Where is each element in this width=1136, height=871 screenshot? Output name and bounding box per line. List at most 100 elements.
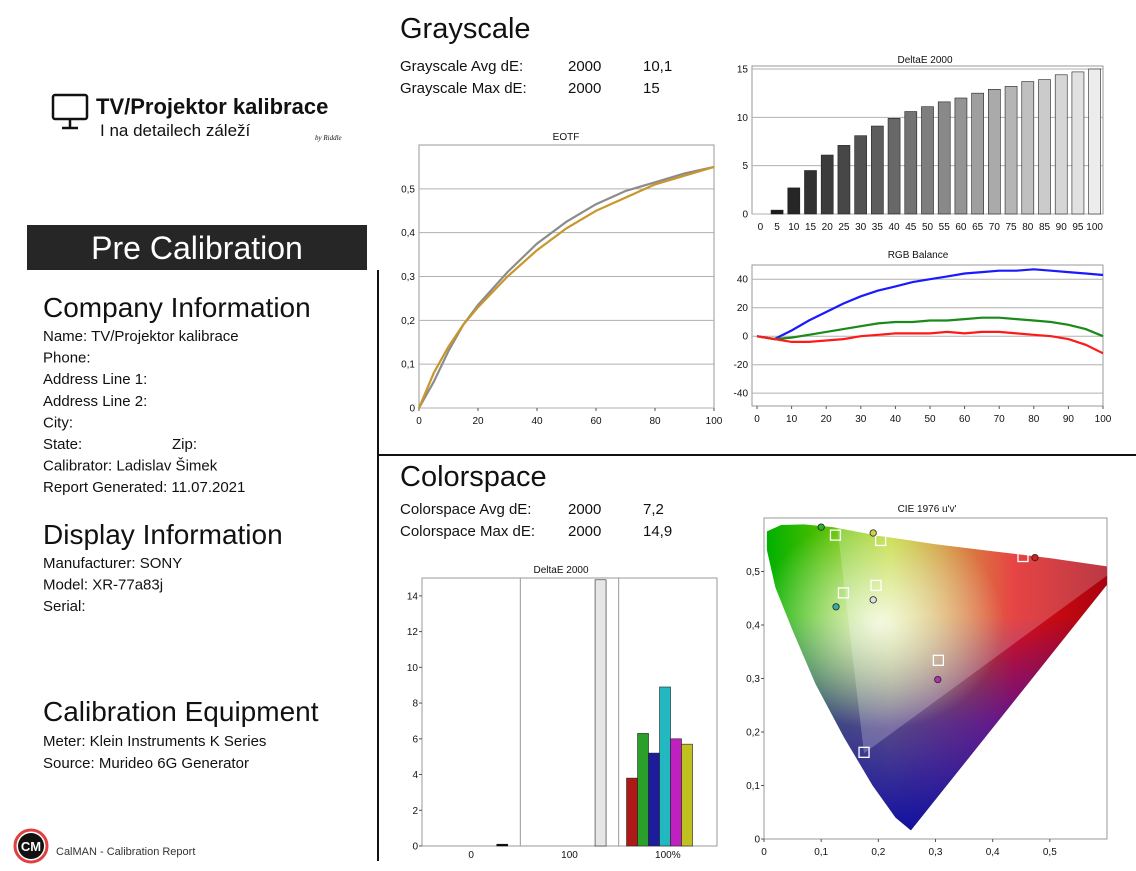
bar <box>1088 68 1101 215</box>
x-tick-label: 95 <box>1072 222 1084 233</box>
bar <box>670 738 682 847</box>
banner: Pre Calibration <box>91 230 303 266</box>
bar <box>496 843 509 847</box>
stat: 15 <box>643 80 660 97</box>
bar <box>1038 79 1051 215</box>
y-tick-label: 0,3 <box>746 674 760 685</box>
x-tick-label: 25 <box>838 222 850 233</box>
x-tick-label: 80 <box>1028 414 1040 425</box>
x-tick-label: 0 <box>761 847 767 858</box>
x-tick-label: 0 <box>754 414 760 425</box>
bar <box>804 170 817 215</box>
target-point <box>829 529 842 541</box>
target-point <box>1017 550 1029 563</box>
bar <box>681 743 693 847</box>
plot <box>419 578 693 847</box>
y-tick-label: 2 <box>412 806 418 817</box>
y-tick-label: 14 <box>407 591 419 602</box>
bar <box>594 579 607 847</box>
bar <box>988 89 1001 215</box>
bar <box>871 125 884 215</box>
measured-point <box>934 675 942 684</box>
x-tick-label: 40 <box>890 414 902 425</box>
info-line: Report Generated: 11.07.2021 <box>43 479 245 496</box>
logo-subtitle: I na detailech záleží <box>100 121 251 140</box>
banner-bg <box>27 225 367 270</box>
measured-point <box>832 603 840 611</box>
plot <box>417 165 715 411</box>
x-tick-label: 50 <box>922 222 934 233</box>
x-tick-label: 100% <box>655 850 681 861</box>
x-tick-label: 65 <box>972 222 984 233</box>
info-line: Source: Murideo 6G Generator <box>43 755 249 772</box>
x-tick-label: 15 <box>805 222 817 233</box>
x-tick-label: 75 <box>1006 222 1018 233</box>
measured-point <box>869 529 877 537</box>
badge <box>18 833 44 859</box>
y-tick-label: 0,1 <box>401 360 415 371</box>
x-tick-label: 0,1 <box>814 847 828 858</box>
bar <box>626 777 638 847</box>
stat: 7,2 <box>643 501 664 518</box>
series-line <box>756 330 1104 355</box>
y-tick-label: -40 <box>734 389 749 400</box>
badge-ring <box>13 828 49 864</box>
info-line: State: <box>43 436 82 453</box>
logo: TV/Projektor kalibrace I na detailech zá… <box>51 93 342 142</box>
x-tick-label: 0,2 <box>871 847 885 858</box>
bar <box>1021 81 1035 215</box>
chart-title: DeltaE 2000 <box>897 55 952 66</box>
info-line: Manufacturer: SONY <box>43 555 182 572</box>
bar <box>820 154 834 215</box>
plot <box>761 523 1107 842</box>
bar <box>1071 71 1085 215</box>
badge-text: CM <box>21 839 41 854</box>
y-tick-label: 0 <box>742 210 748 221</box>
section-heading: Calibration Equipment <box>43 696 319 727</box>
info-line: Zip: <box>172 436 197 453</box>
info-line: Address Line 2: <box>43 393 147 410</box>
x-tick-label: 0 <box>468 850 474 861</box>
x-tick-label: 5 <box>774 222 780 233</box>
x-tick-label: 60 <box>590 416 602 427</box>
y-tick-label: 6 <box>412 734 418 745</box>
chart-title: EOTF <box>553 132 580 143</box>
bar <box>921 106 934 215</box>
stat: 2000 <box>568 80 601 97</box>
x-tick-label: 100 <box>561 850 578 861</box>
x-tick-label: 20 <box>822 222 834 233</box>
x-tick-label: 90 <box>1056 222 1068 233</box>
x-tick-label: 0,3 <box>929 847 943 858</box>
measured-point <box>817 523 825 531</box>
series-line <box>756 268 1104 341</box>
y-tick-label: 0,4 <box>746 621 760 632</box>
info-line: Phone: <box>43 350 91 367</box>
series-line <box>756 316 1104 341</box>
stat: 14,9 <box>643 523 672 540</box>
x-tick-label: 0,4 <box>986 847 1000 858</box>
x-tick-label: 45 <box>905 222 917 233</box>
y-tick-label: 8 <box>412 699 418 710</box>
stat: 10,1 <box>643 58 672 75</box>
x-tick-label: 20 <box>821 414 833 425</box>
y-tick-label: 0 <box>754 835 760 846</box>
monitor-icon <box>51 93 89 121</box>
y-tick-label: 40 <box>737 275 749 286</box>
y-tick-label: 4 <box>412 770 418 781</box>
chart-title: RGB Balance <box>888 250 949 261</box>
bar <box>1004 86 1018 215</box>
bar <box>787 187 801 215</box>
x-tick-label: 70 <box>989 222 1001 233</box>
bar <box>887 118 901 215</box>
stat: Colorspace Max dE: <box>400 523 535 540</box>
y-tick-label: 0,2 <box>746 728 760 739</box>
logo-title: TV/Projektor kalibrace <box>96 94 328 119</box>
x-tick-label: 10 <box>786 414 798 425</box>
y-tick-label: 0,5 <box>401 184 415 195</box>
stat: Grayscale Max dE: <box>400 80 527 97</box>
y-tick-label: 20 <box>737 303 749 314</box>
logo-signature: by Riddle <box>315 134 342 142</box>
info-line: City: <box>43 414 73 431</box>
x-tick-label: 40 <box>889 222 901 233</box>
